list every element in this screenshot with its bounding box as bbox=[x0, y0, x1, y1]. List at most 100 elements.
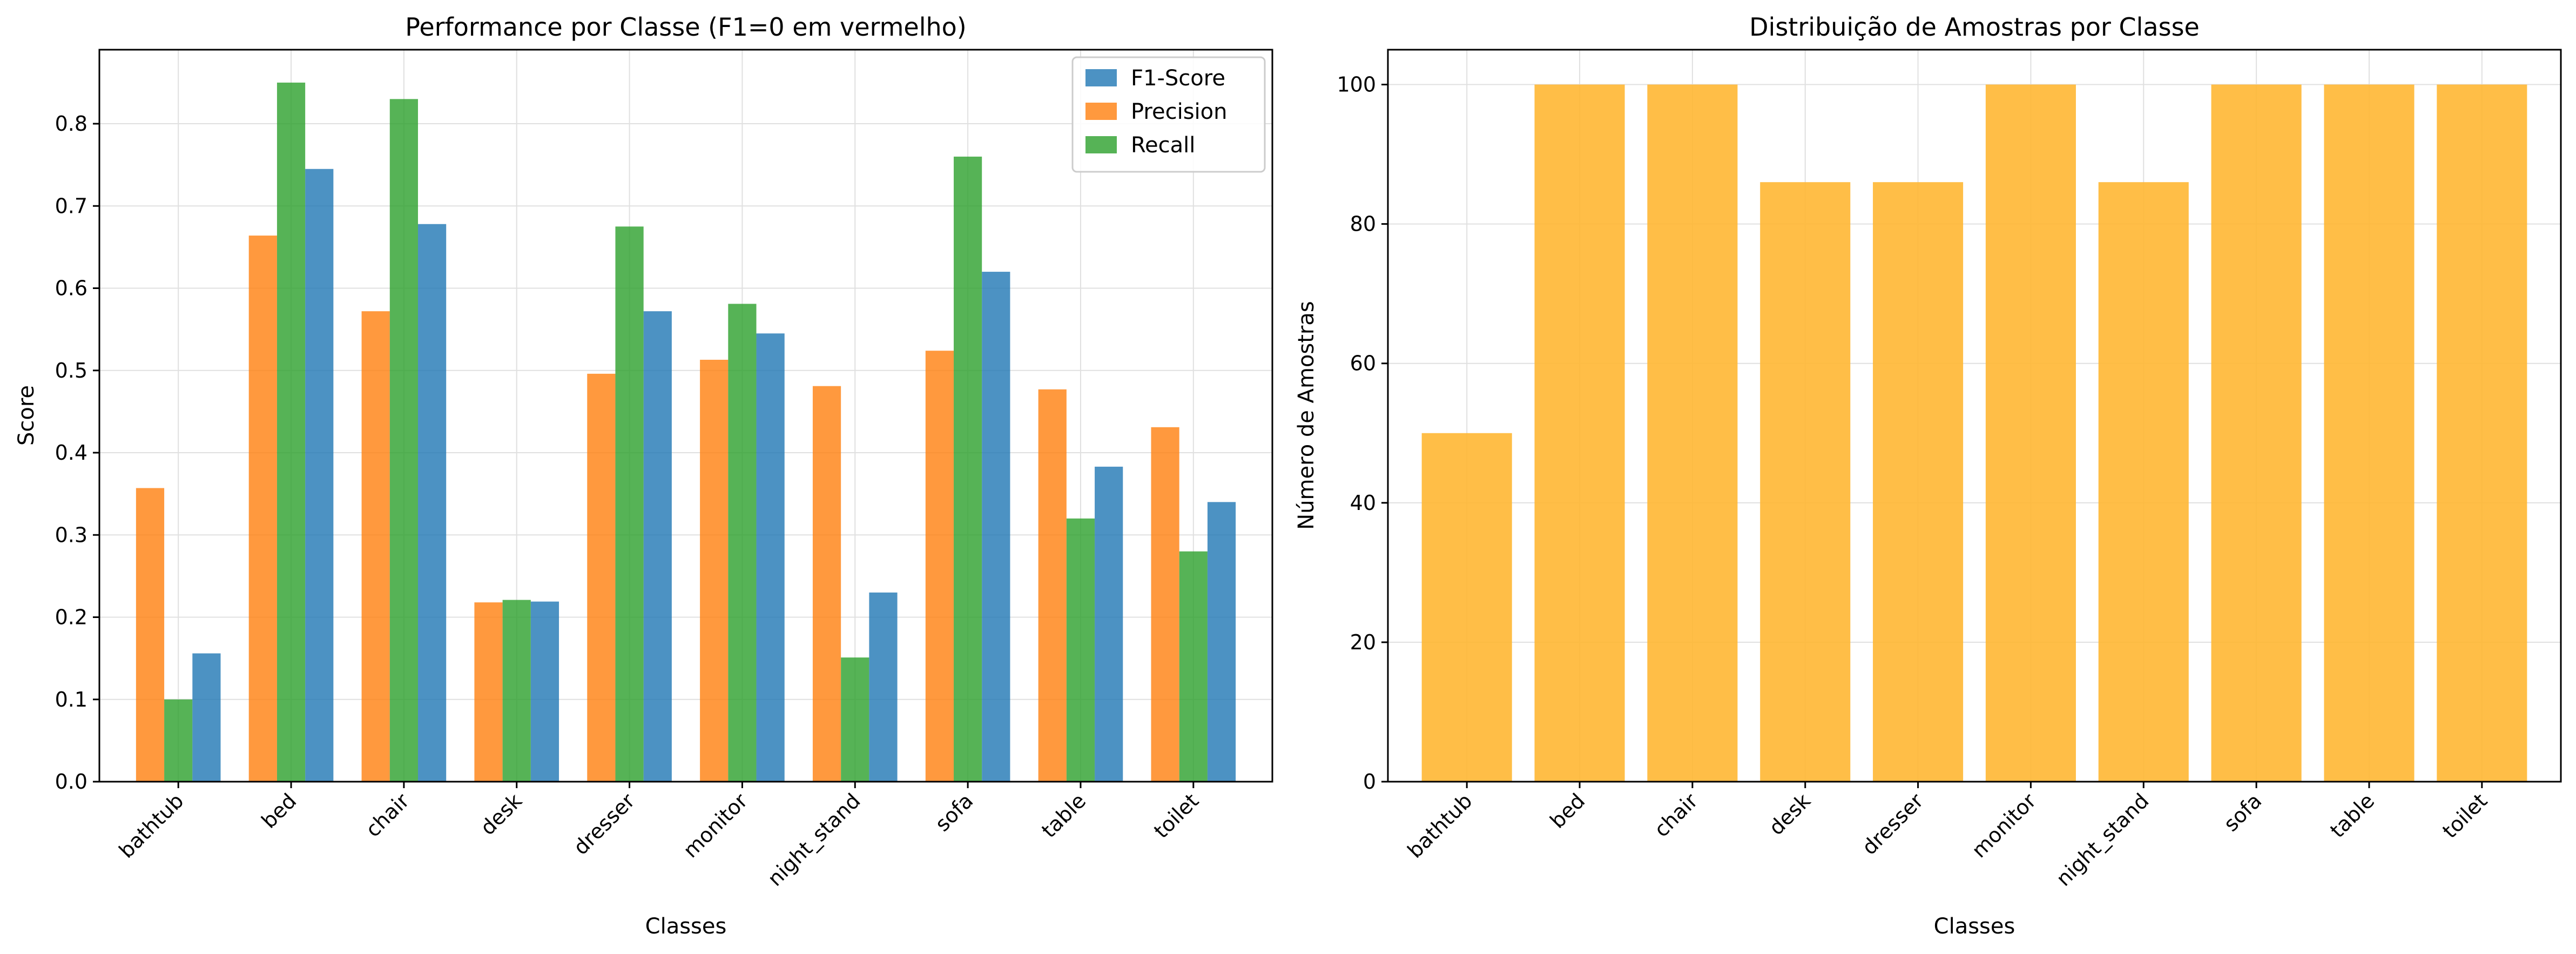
bar-precision-monitor bbox=[700, 359, 729, 782]
bar-recall-table bbox=[1066, 518, 1095, 782]
chart1-xtick-label-table: table bbox=[1037, 789, 1090, 842]
chart1-title: Performance por Classe (F1=0 em vermelho… bbox=[405, 12, 967, 42]
bar-samples-toilet bbox=[2437, 84, 2527, 782]
chart2-xtick-label-bathtub: bathtub bbox=[1403, 789, 1477, 863]
chart1-legend: F1-Score Precision Recall bbox=[1071, 56, 1266, 173]
bar-precision-desk bbox=[474, 602, 503, 782]
bar-samples-dresser bbox=[1873, 182, 1964, 782]
bar-recall-monitor bbox=[728, 304, 757, 782]
bar-f1-score-bathtub bbox=[192, 653, 221, 782]
bar-precision-table bbox=[1038, 389, 1067, 782]
chart1-x-ticks: bathtub bed chair desk dresser monitor night_s… bbox=[114, 782, 1203, 891]
chart-performance: Performance por Classe (F1=0 em vermelho… bbox=[14, 12, 1273, 939]
chart1-xtick-label-sofa: sofa bbox=[930, 789, 977, 836]
chart1-ytick-label: 0.4 bbox=[55, 441, 87, 465]
chart2-ytick-label: 60 bbox=[1350, 352, 1376, 375]
chart2-xtick-label-desk: desk bbox=[1764, 789, 1815, 839]
chart1-plot-frame bbox=[98, 49, 1273, 783]
chart1-xtick-label-bed: bed bbox=[257, 789, 301, 833]
legend-label-precision: Precision bbox=[1131, 99, 1227, 124]
bar-precision-toilet bbox=[1151, 427, 1179, 782]
bar-f1-score-table bbox=[1095, 466, 1123, 782]
chart1-x-axis-label: Classes bbox=[645, 914, 727, 939]
bar-precision-bed bbox=[248, 236, 277, 782]
bar-f1-score-desk bbox=[530, 601, 559, 782]
chart2-xtick-label-monitor: monitor bbox=[1967, 789, 2041, 863]
bar-recall-bed bbox=[277, 82, 306, 782]
bar-f1-score-night-stand bbox=[869, 592, 898, 782]
legend-swatch-recall bbox=[1085, 136, 1117, 153]
chart2-xtick-label-sofa: sofa bbox=[2219, 789, 2266, 836]
chart2-xtick-label-bed: bed bbox=[1546, 789, 1590, 833]
chart1-ytick-label: 0.8 bbox=[55, 112, 87, 136]
chart1-ytick-label: 0.6 bbox=[55, 277, 87, 300]
chart2-x-ticks: bathtub bed chair desk dresser monitor night_s… bbox=[1403, 782, 2492, 891]
bar-f1-score-bed bbox=[305, 169, 334, 782]
chart1-xtick-label-chair: chair bbox=[361, 789, 414, 842]
bar-f1-score-monitor bbox=[756, 333, 785, 782]
bar-samples-desk bbox=[1760, 182, 1851, 782]
chart2-x-axis-label: Classes bbox=[1934, 914, 2015, 939]
chart1-ytick-label: 0.0 bbox=[55, 770, 87, 794]
chart2-xtick-label-table: table bbox=[2325, 789, 2379, 842]
chart2-y-axis-label: Número de Amostras bbox=[1294, 301, 1319, 529]
bar-f1-score-dresser bbox=[643, 311, 672, 782]
bar-samples-night-stand bbox=[2098, 182, 2189, 782]
legend-swatch-precision bbox=[1085, 103, 1117, 120]
chart2-y-ticks: 0 20 40 60 80 100 bbox=[1337, 73, 1388, 794]
chart2-title: Distribuição de Amostras por Classe bbox=[1749, 12, 2200, 42]
chart2-bars bbox=[1421, 84, 2527, 782]
bar-recall-dresser bbox=[615, 226, 644, 782]
bar-samples-chair bbox=[1647, 84, 1738, 782]
bar-f1-score-sofa bbox=[982, 272, 1010, 782]
chart1-ytick-label: 0.2 bbox=[55, 606, 87, 629]
chart1-xtick-label-monitor: monitor bbox=[679, 789, 753, 863]
bar-samples-sofa bbox=[2211, 84, 2302, 782]
bar-recall-night-stand bbox=[841, 657, 869, 782]
bar-precision-bathtub bbox=[136, 488, 165, 782]
chart1-xtick-label-bathtub: bathtub bbox=[114, 789, 188, 863]
bar-recall-chair bbox=[389, 99, 418, 782]
chart-distribution: Distribuição de Amostras por Classe 0 20 4… bbox=[1294, 12, 2562, 939]
chart2-xtick-label-night-stand: night_stand bbox=[2052, 789, 2154, 891]
bar-samples-bed bbox=[1534, 84, 1625, 782]
bar-recall-desk bbox=[502, 600, 531, 782]
chart1-ytick-label: 0.3 bbox=[55, 523, 87, 547]
legend-label-f1: F1-Score bbox=[1131, 66, 1225, 91]
chart2-xtick-label-toilet: toilet bbox=[2438, 789, 2492, 843]
bar-precision-sofa bbox=[925, 351, 954, 782]
chart2-ytick-label: 0 bbox=[1363, 770, 1376, 794]
legend-label-recall: Recall bbox=[1131, 133, 1195, 158]
chart1-xtick-label-desk: desk bbox=[476, 789, 527, 839]
chart2-ytick-label: 20 bbox=[1350, 630, 1376, 654]
chart2-xtick-label-chair: chair bbox=[1649, 789, 1702, 842]
chart2-ytick-label: 40 bbox=[1350, 491, 1376, 515]
chart1-xtick-label-night-stand: night_stand bbox=[763, 789, 865, 891]
chart1-y-axis-label: Score bbox=[14, 385, 39, 446]
bar-recall-toilet bbox=[1179, 551, 1208, 782]
bar-samples-table bbox=[2324, 84, 2415, 782]
chart2-plot-frame bbox=[1387, 49, 2562, 783]
chart1-ytick-label: 0.7 bbox=[55, 194, 87, 218]
chart1-ytick-label: 0.5 bbox=[55, 359, 87, 382]
chart1-xtick-label-dresser: dresser bbox=[569, 789, 639, 859]
bar-f1-score-chair bbox=[417, 224, 447, 782]
bar-precision-chair bbox=[361, 311, 390, 782]
chart1-legend-frame bbox=[1071, 56, 1266, 173]
legend-swatch-f1 bbox=[1085, 69, 1117, 86]
bar-recall-bathtub bbox=[164, 699, 193, 782]
bar-recall-sofa bbox=[954, 156, 982, 782]
chart1-y-ticks: 0.0 0.1 0.2 0.3 0.4 0.5 0.6 0.7 0.8 bbox=[55, 112, 99, 794]
bar-f1-score-toilet bbox=[1207, 502, 1236, 782]
chart1-xtick-label-toilet: toilet bbox=[1149, 789, 1203, 843]
bar-samples-monitor bbox=[1985, 84, 2076, 782]
chart1-bars bbox=[136, 82, 1236, 782]
chart2-ytick-label: 80 bbox=[1350, 212, 1376, 236]
bar-samples-bathtub bbox=[1421, 433, 1512, 782]
chart2-ytick-label: 100 bbox=[1337, 73, 1376, 97]
bar-precision-dresser bbox=[587, 373, 616, 782]
bar-precision-night-stand bbox=[812, 386, 841, 782]
chart1-ytick-label: 0.1 bbox=[55, 688, 87, 711]
chart2-xtick-label-dresser: dresser bbox=[1857, 789, 1928, 859]
